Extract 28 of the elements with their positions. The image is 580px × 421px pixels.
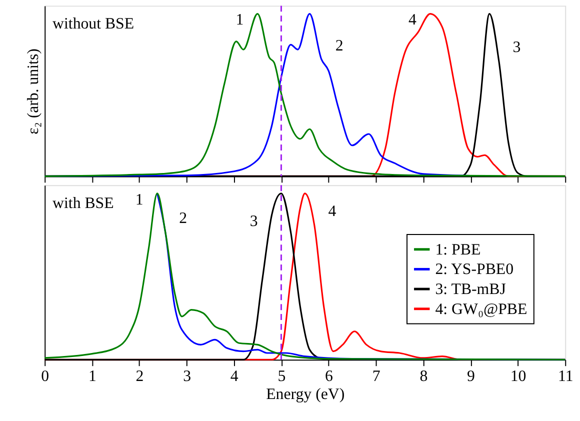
annotation: 3	[512, 38, 521, 56]
x-tick-label: 1	[88, 368, 96, 385]
annotation: 2	[335, 37, 344, 54]
legend-label: 1: PBE	[435, 241, 481, 258]
x-axis-title: Energy (eV)	[266, 386, 345, 403]
annotation: 4	[328, 203, 336, 220]
x-tick-label: 9	[467, 368, 476, 385]
legend-label: 3: TB-mBJ	[435, 280, 506, 298]
x-tick-label: 7	[372, 368, 380, 385]
x-tick-label: 5	[278, 368, 286, 385]
x-tick-label: 0	[41, 368, 50, 385]
x-tick-label: 3	[183, 368, 192, 385]
x-tick-label: 2	[136, 368, 144, 385]
annotation: 4	[408, 12, 416, 29]
annotation: 1	[236, 12, 244, 29]
annotation: 1	[135, 191, 144, 208]
x-tick-label: 6	[325, 368, 334, 385]
legend-label: 2: YS-PBE0	[435, 261, 514, 278]
x-tick-label: 4	[230, 368, 238, 385]
x-tick-label: 10	[510, 368, 526, 385]
legend-label: 4: GW₀@PBE	[435, 300, 528, 318]
x-tick-label: 11	[558, 368, 574, 385]
annotation: 3	[250, 212, 258, 230]
x-tick-label: 8	[420, 368, 428, 385]
y-axis-title: ε₂ (arb. units)	[25, 48, 42, 134]
annotation: 2	[179, 210, 188, 227]
annotation: without BSE	[52, 15, 134, 32]
annotation: with BSE	[52, 194, 114, 212]
